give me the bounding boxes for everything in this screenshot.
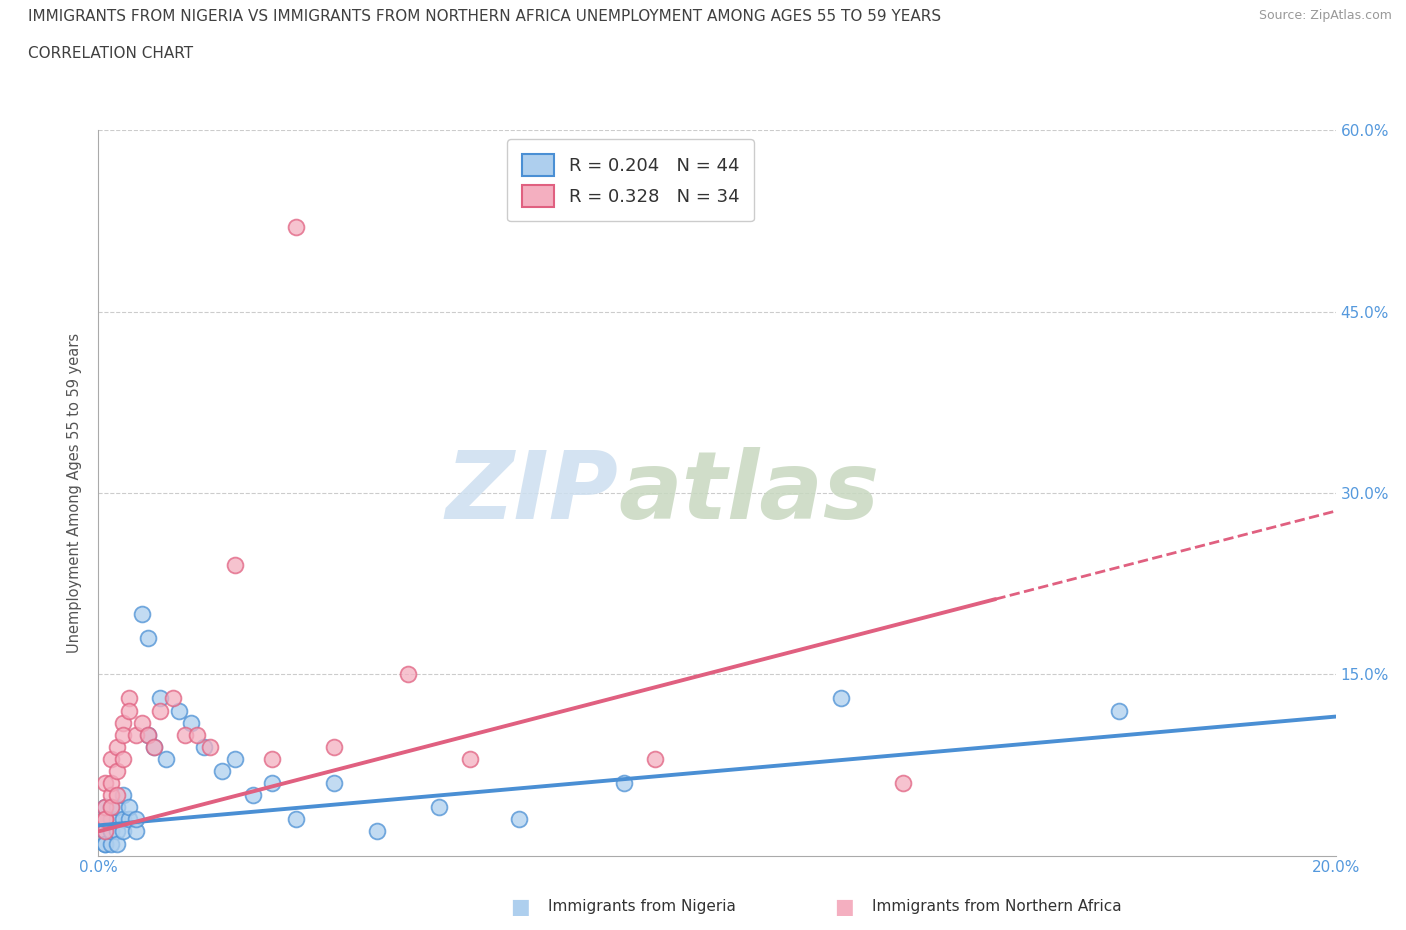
Point (118, 703, 141, 718)
Point (458, 751, 481, 766)
Point (260, 751, 283, 766)
Point (93, 800, 115, 815)
Point (644, 751, 666, 766)
Point (186, 727, 208, 742)
Point (396, 667, 419, 682)
Point (124, 812, 146, 827)
Point (105, 836, 128, 851)
Point (322, 739, 344, 754)
Point (112, 812, 135, 827)
Point (124, 824, 146, 839)
Point (105, 788, 128, 803)
Point (508, 812, 530, 827)
Point (149, 703, 172, 718)
Legend: R = 0.204   N = 44, R = 0.328   N = 34: R = 0.204 N = 44, R = 0.328 N = 34 (508, 140, 754, 221)
Point (118, 800, 141, 815)
Point (100, 824, 122, 839)
Text: Source: ZipAtlas.com: Source: ZipAtlas.com (1258, 9, 1392, 22)
Point (93, 812, 115, 827)
Text: ZIP: ZIP (446, 447, 619, 538)
Point (93, 824, 115, 839)
Point (285, 812, 308, 827)
Point (155, 751, 177, 766)
Point (830, 691, 852, 706)
Point (136, 727, 159, 742)
Point (93, 836, 115, 851)
Point (100, 800, 122, 815)
Point (93, 812, 115, 827)
Point (366, 824, 388, 839)
Point (112, 715, 135, 730)
Point (93, 824, 115, 839)
Point (105, 824, 128, 839)
Point (136, 727, 159, 742)
Point (211, 764, 233, 778)
Text: atlas: atlas (619, 447, 879, 538)
Point (93, 812, 115, 827)
Point (260, 776, 283, 790)
Point (131, 715, 153, 730)
Point (100, 800, 122, 815)
Point (112, 727, 135, 742)
Point (105, 800, 128, 815)
Point (93, 812, 115, 827)
Point (93, 836, 115, 851)
Text: CORRELATION CHART: CORRELATION CHART (28, 46, 193, 61)
Point (100, 812, 122, 827)
Text: ■: ■ (834, 897, 853, 917)
Point (131, 606, 153, 621)
Point (112, 788, 135, 803)
Point (93, 800, 115, 815)
Point (613, 776, 636, 790)
Point (224, 558, 246, 573)
Point (224, 751, 246, 766)
Point (93, 824, 115, 839)
Text: Immigrants from Northern Africa: Immigrants from Northern Africa (872, 899, 1122, 914)
Point (167, 703, 190, 718)
Point (174, 727, 197, 742)
Point (198, 739, 221, 754)
Point (143, 739, 166, 754)
Point (105, 764, 128, 778)
Point (112, 751, 135, 766)
Point (149, 691, 172, 706)
Point (100, 776, 122, 790)
Point (105, 812, 128, 827)
Point (112, 824, 135, 839)
Point (180, 715, 202, 730)
Point (100, 836, 122, 851)
Point (136, 631, 159, 645)
Point (100, 824, 122, 839)
Text: IMMIGRANTS FROM NIGERIA VS IMMIGRANTS FROM NORTHERN AFRICA UNEMPLOYMENT AMONG AG: IMMIGRANTS FROM NIGERIA VS IMMIGRANTS FR… (28, 9, 941, 24)
Point (427, 800, 450, 815)
Point (118, 691, 141, 706)
Point (322, 776, 344, 790)
Point (143, 739, 166, 754)
Point (105, 739, 128, 754)
Point (124, 727, 146, 742)
Point (118, 812, 141, 827)
Point (100, 751, 122, 766)
Point (93, 776, 115, 790)
Point (193, 739, 215, 754)
Point (1108, 703, 1130, 718)
Text: Immigrants from Nigeria: Immigrants from Nigeria (548, 899, 737, 914)
Point (285, 219, 308, 234)
Y-axis label: Unemployment Among Ages 55 to 59 years: Unemployment Among Ages 55 to 59 years (67, 333, 83, 653)
Point (100, 788, 122, 803)
Text: ■: ■ (510, 897, 530, 917)
Point (242, 788, 264, 803)
Point (891, 776, 914, 790)
Point (162, 691, 184, 706)
